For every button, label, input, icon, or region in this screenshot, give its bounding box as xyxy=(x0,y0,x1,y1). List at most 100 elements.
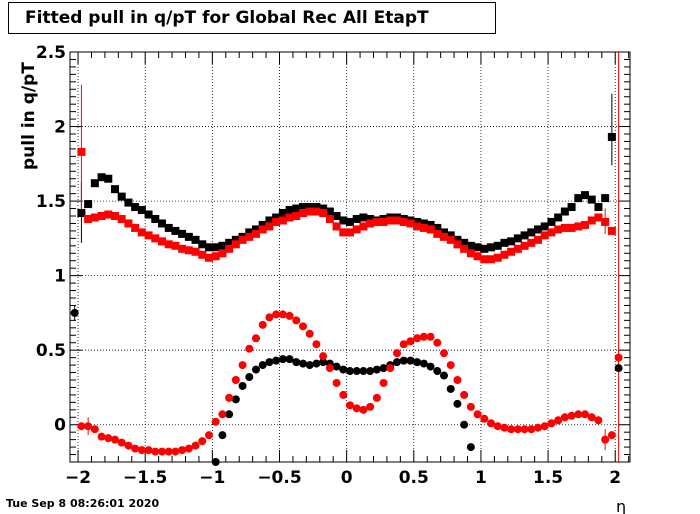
data-point-circle xyxy=(527,425,536,434)
data-point-circle xyxy=(493,422,502,431)
data-point-square xyxy=(480,255,489,264)
data-point-circle xyxy=(258,361,267,370)
data-point-circle xyxy=(238,381,247,390)
data-point-square xyxy=(151,234,160,243)
data-point-square xyxy=(587,195,596,204)
data-point-circle xyxy=(285,355,294,364)
data-point-square xyxy=(359,213,368,222)
data-point-square xyxy=(473,243,482,252)
data-point-square xyxy=(198,250,207,259)
data-point-square xyxy=(285,206,294,215)
data-point-circle xyxy=(332,362,341,371)
data-point-circle xyxy=(540,422,549,431)
data-point-square xyxy=(265,216,274,225)
data-point-square xyxy=(466,241,475,250)
data-point-square xyxy=(198,240,207,249)
data-point-square xyxy=(285,213,294,222)
x-tick-label: −2 xyxy=(65,468,91,488)
data-point-square xyxy=(131,223,140,232)
data-point-square xyxy=(581,220,590,229)
data-point-circle xyxy=(440,349,449,358)
data-point-circle xyxy=(218,410,227,419)
data-point-square xyxy=(278,209,287,218)
data-point-square xyxy=(144,210,153,219)
data-point-circle xyxy=(426,332,435,341)
data-point-circle xyxy=(104,434,113,443)
data-point-circle xyxy=(131,444,140,453)
data-point-circle xyxy=(379,378,388,387)
data-point-square xyxy=(77,147,86,156)
data-point-circle xyxy=(312,359,321,368)
data-point-square xyxy=(97,212,106,220)
data-point-circle xyxy=(393,349,402,358)
data-point-square xyxy=(440,232,449,241)
data-point-square xyxy=(419,219,428,228)
data-point-circle xyxy=(117,438,126,447)
data-point-circle xyxy=(594,416,603,425)
data-point-circle xyxy=(607,431,616,440)
data-point-circle xyxy=(151,447,160,456)
data-point-square xyxy=(460,238,469,247)
data-point-square xyxy=(426,225,435,234)
data-point-square xyxy=(433,229,442,238)
x-tick-label: 0 xyxy=(341,468,353,488)
y-axis-label: pull in q/pT xyxy=(19,62,39,170)
data-point-square xyxy=(298,203,307,212)
data-point-circle xyxy=(601,435,610,444)
data-point-circle xyxy=(386,364,395,373)
data-point-circle xyxy=(372,393,381,402)
data-point-circle xyxy=(325,364,334,373)
data-point-circle xyxy=(534,423,543,432)
data-point-square xyxy=(560,207,569,216)
data-point-circle xyxy=(419,359,428,368)
data-point-circle xyxy=(413,358,422,367)
data-point-circle xyxy=(245,373,254,382)
data-point-circle xyxy=(231,395,240,404)
data-point-circle xyxy=(379,364,388,373)
y-tick-label: 1.5 xyxy=(36,192,66,212)
data-point-square xyxy=(97,173,106,182)
data-point-circle xyxy=(110,435,119,444)
data-point-square xyxy=(117,192,126,201)
data-point-square xyxy=(245,232,254,241)
data-point-square xyxy=(507,247,516,256)
data-point-square xyxy=(178,244,187,253)
data-point-square xyxy=(379,217,388,226)
data-point-circle xyxy=(614,364,623,373)
data-point-square xyxy=(325,207,334,216)
data-point-square xyxy=(540,222,549,231)
data-point-square xyxy=(480,244,489,253)
data-point-circle xyxy=(513,425,522,434)
data-point-square xyxy=(419,223,428,232)
data-point-circle xyxy=(285,311,294,320)
data-point-square xyxy=(251,229,260,238)
data-point-square xyxy=(124,198,133,207)
data-point-circle xyxy=(211,417,220,426)
data-point-circle xyxy=(298,359,307,368)
data-point-square xyxy=(325,214,334,223)
data-point-square xyxy=(607,132,616,141)
x-tick-label: −1 xyxy=(199,468,225,488)
data-point-square xyxy=(607,226,616,235)
data-point-circle xyxy=(453,376,462,384)
data-point-circle xyxy=(319,352,328,361)
data-point-square xyxy=(204,253,213,262)
data-point-circle xyxy=(184,444,193,453)
data-point-square xyxy=(272,217,281,226)
data-point-square xyxy=(84,214,93,223)
data-point-square xyxy=(352,225,361,234)
data-point-circle xyxy=(346,367,354,376)
data-point-circle xyxy=(426,362,435,371)
data-point-square xyxy=(554,225,563,234)
data-point-square xyxy=(493,241,502,250)
data-point-circle xyxy=(238,361,247,370)
x-tick-label: −1.5 xyxy=(123,468,167,488)
data-point-square xyxy=(372,217,381,226)
data-point-square xyxy=(137,228,146,237)
data-point-circle xyxy=(419,332,428,341)
data-point-square xyxy=(278,216,287,225)
data-point-square xyxy=(594,203,603,212)
data-point-square xyxy=(131,203,140,212)
data-point-square xyxy=(305,207,314,216)
x-tick-label: 1.5 xyxy=(533,468,563,488)
